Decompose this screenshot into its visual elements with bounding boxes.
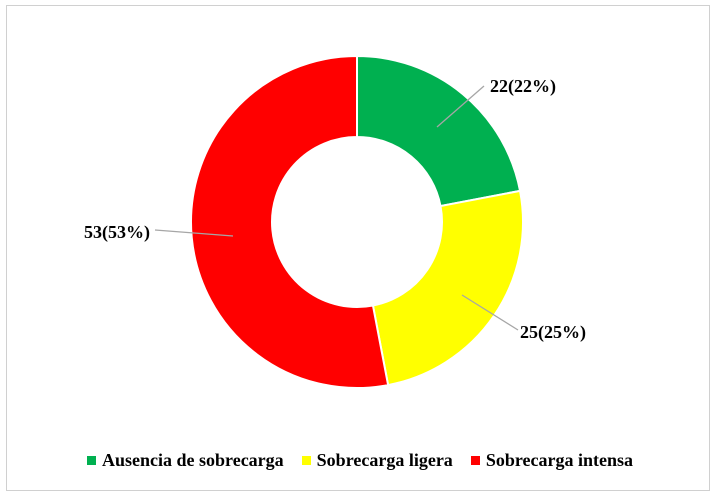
donut-slices: [190, 54, 524, 389]
donut-slice-ligera: [371, 189, 524, 387]
leader-line-intensa: [154, 229, 234, 237]
legend-label-ausencia: Ausencia de sobrecarga: [102, 450, 284, 470]
legend-label-intensa: Sobrecarga intensa: [485, 450, 633, 470]
data-labels: 22(22%) 25(25%) 53(53%): [84, 76, 586, 343]
legend-swatch-intensa: [470, 456, 480, 465]
leader-line-ligera: [461, 294, 519, 331]
legend: Ausencia de sobrecarga Sobrecarga ligera…: [0, 450, 720, 471]
leader-line-ausencia: [436, 85, 485, 128]
legend-item-ligera: Sobrecarga ligera: [301, 450, 453, 471]
donut-chart: 22(22%) 25(25%) 53(53%): [84, 54, 586, 389]
data-label-ausencia: 22(22%): [490, 76, 556, 97]
leader-lines: [154, 85, 519, 331]
legend-item-ausencia: Ausencia de sobrecarga: [87, 450, 284, 471]
data-label-ligera: 25(25%): [520, 322, 586, 343]
legend-swatch-ligera: [301, 456, 311, 465]
donut-slice-ausencia: [356, 54, 522, 208]
data-label-intensa: 53(53%): [84, 222, 150, 243]
legend-label-ligera: Sobrecarga ligera: [316, 450, 453, 470]
legend-swatch-ausencia: [87, 456, 97, 465]
legend-item-intensa: Sobrecarga intensa: [470, 450, 633, 471]
donut-slice-intensa: [190, 54, 390, 389]
